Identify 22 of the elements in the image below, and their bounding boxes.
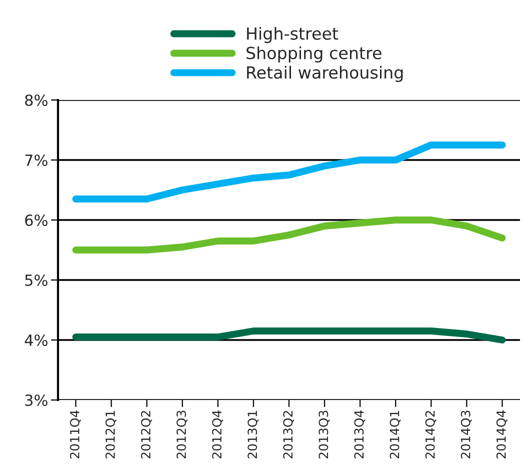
x-tick-label: 2012Q2	[141, 410, 152, 458]
y-tick-label: 7%	[25, 154, 48, 166]
x-tick-label: 2013Q4	[354, 410, 366, 458]
x-tick-label: 2013Q1	[248, 410, 259, 458]
y-tick-label: 5%	[25, 274, 48, 286]
y-tick-label: 3%	[25, 394, 48, 406]
y-tick-label: 4%	[24, 334, 48, 346]
y-tick-label: 6%	[25, 214, 48, 226]
x-tick-label: 2011Q4	[70, 410, 81, 458]
legend-label: Shopping centre	[246, 46, 382, 63]
x-tick-label: 2013Q3	[318, 410, 330, 458]
legend-label: Retail warehousing	[247, 66, 403, 82]
x-tick-label: 2012Q1	[105, 410, 116, 458]
x-tick-label: 2014Q4	[496, 410, 508, 458]
y-tick-label: 8%	[25, 94, 48, 106]
x-tick-label: 2014Q2	[425, 410, 436, 458]
x-tick-label: 2012Q3	[176, 410, 188, 458]
x-tick-label: 2013Q2	[283, 410, 294, 458]
x-tick-label: 2012Q4	[212, 410, 223, 458]
x-tick-label: 2014Q3	[460, 410, 472, 458]
x-tick-label: 2014Q1	[390, 410, 401, 458]
legend-label: High-street	[247, 26, 338, 44]
